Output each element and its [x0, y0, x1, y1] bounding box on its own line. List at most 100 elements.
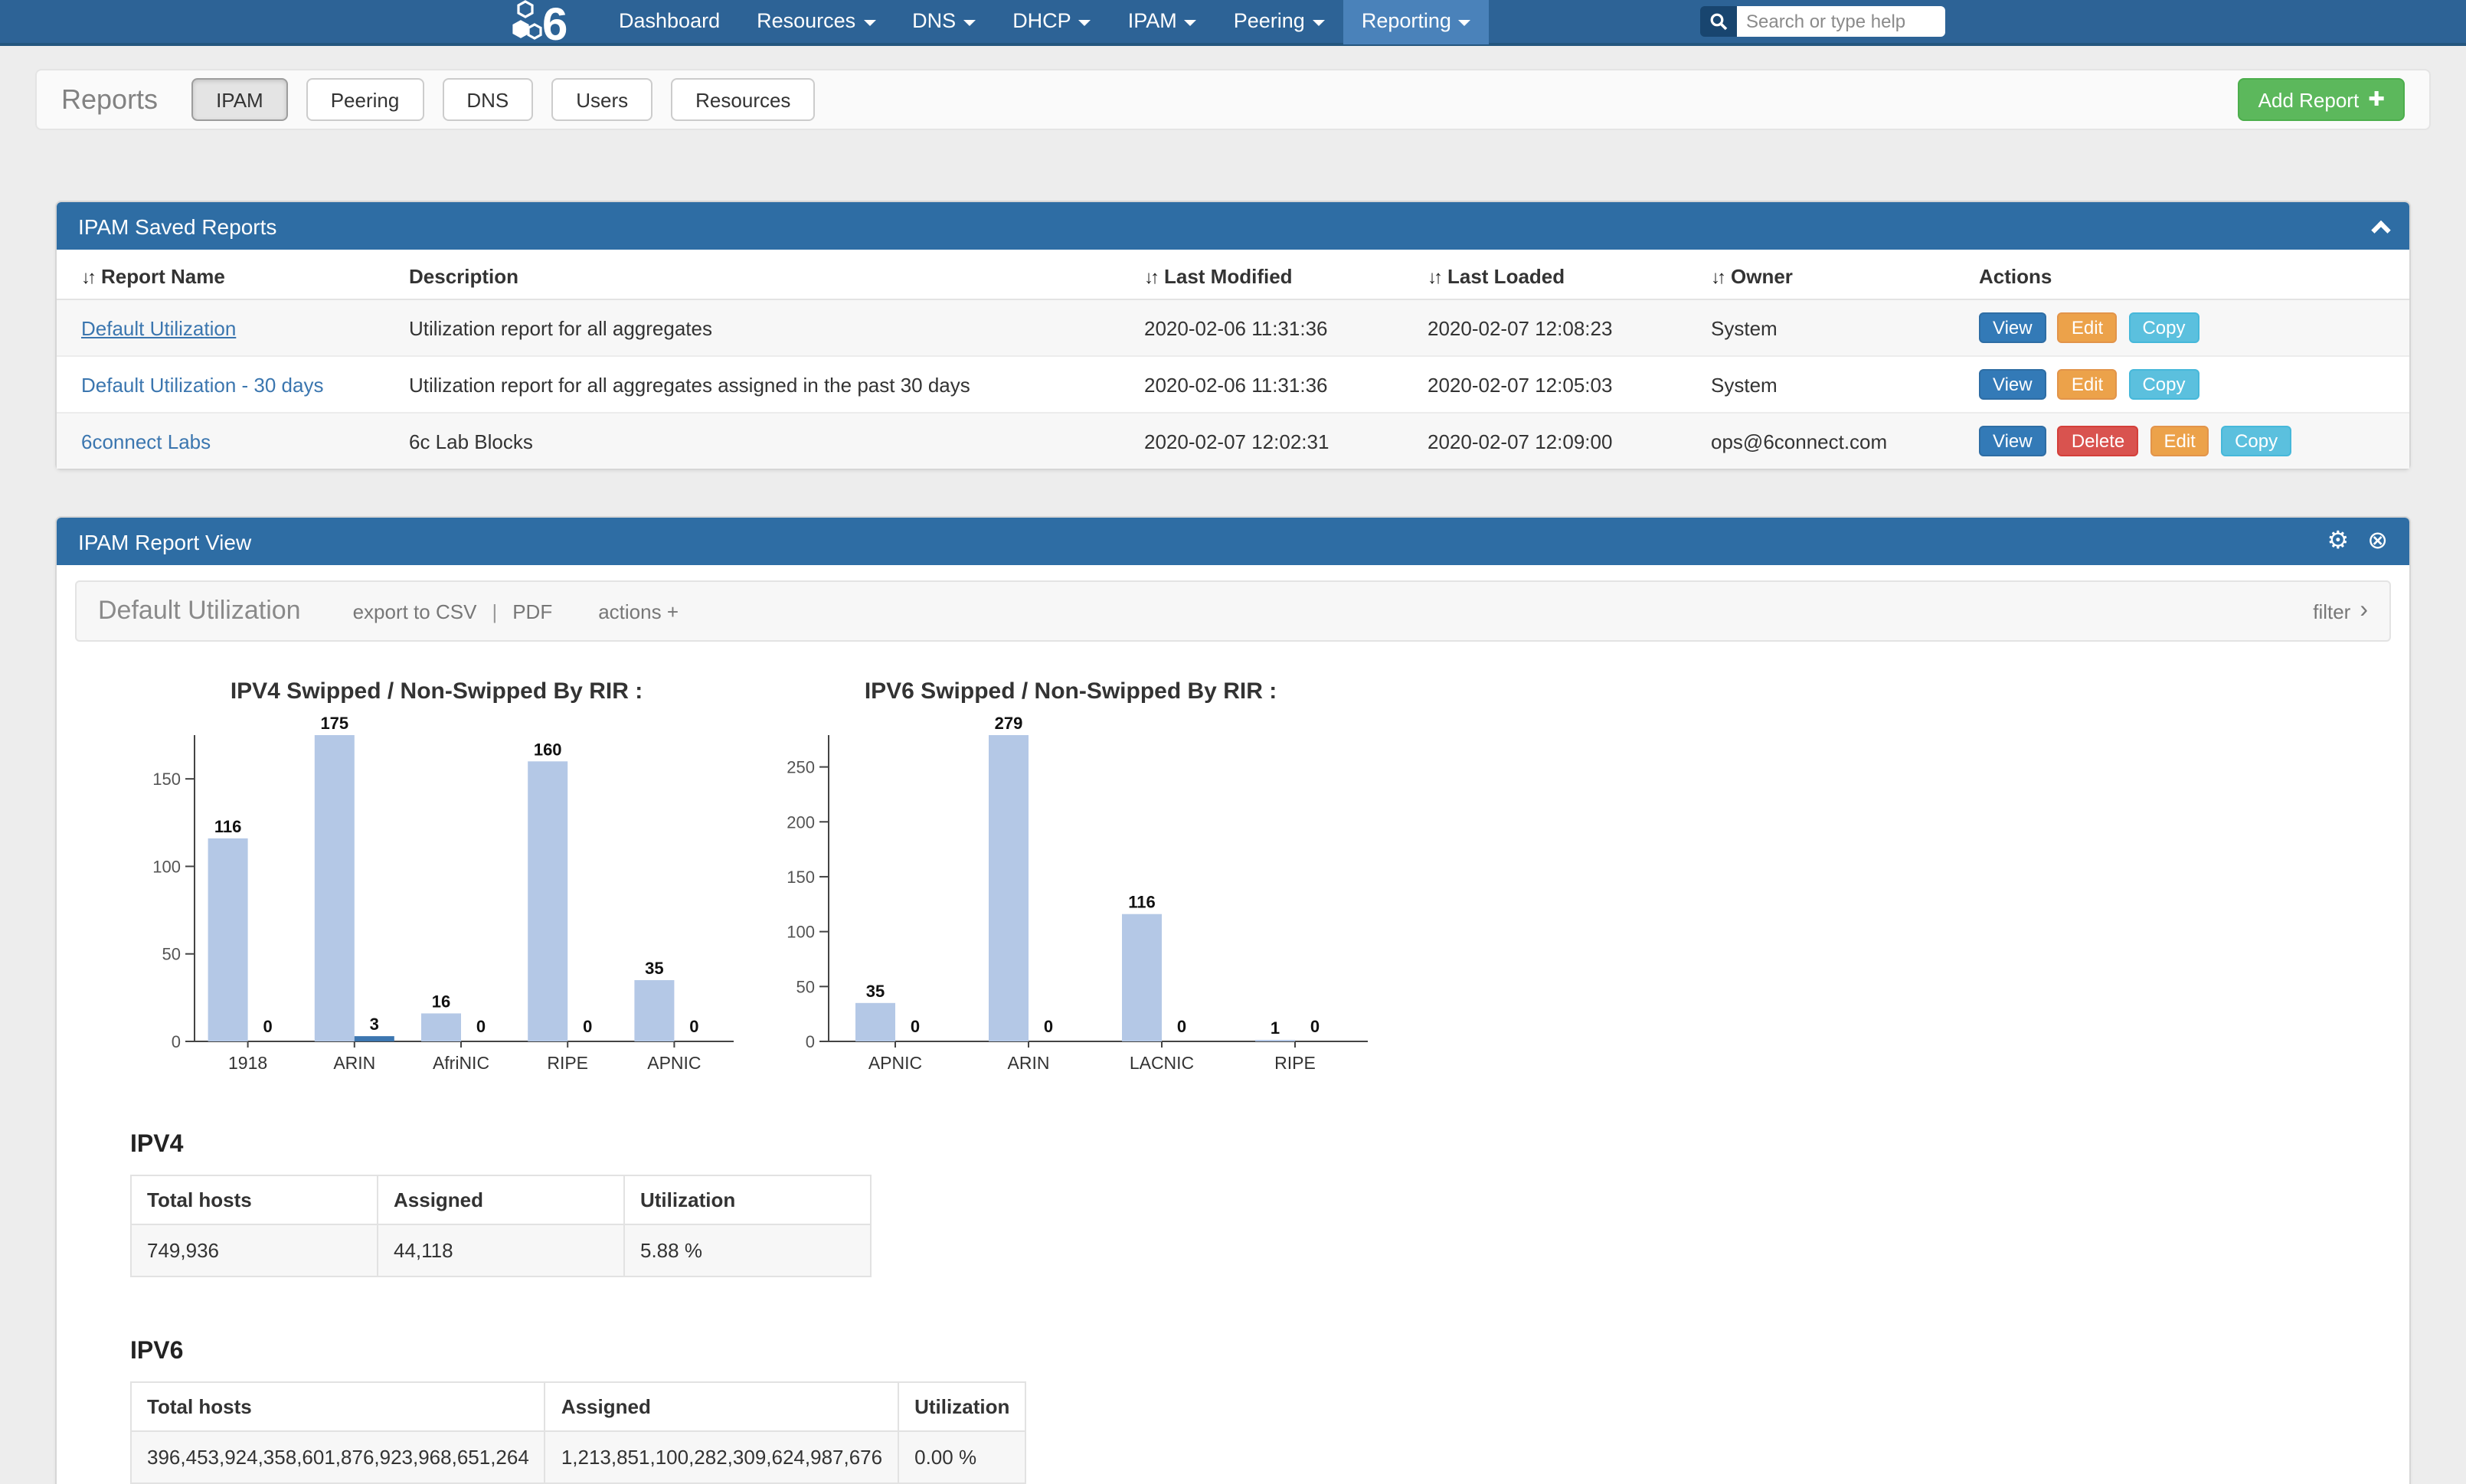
copy-button[interactable]: Copy [2128, 369, 2199, 400]
nav-item-dns[interactable]: DNS [894, 0, 994, 44]
nav-item-dashboard[interactable]: Dashboard [600, 0, 738, 44]
panel-title: IPAM Saved Reports [78, 214, 277, 238]
svg-text:0: 0 [689, 1017, 698, 1036]
filter-label: filter [2313, 600, 2351, 623]
table-row: 749,936 44,118 5.88 % [130, 1224, 872, 1277]
owner: System [1711, 373, 1778, 396]
svg-text:0: 0 [911, 1017, 920, 1036]
nav-item-resources[interactable]: Resources [738, 0, 894, 44]
ipv6-chart: IPV6 Swipped / Non-Swipped By RIR : 0 50 1… [764, 678, 1377, 1104]
svg-text:116: 116 [1128, 893, 1156, 912]
owner: System [1711, 316, 1778, 339]
filter-toggle[interactable]: filter › [2313, 597, 2368, 623]
svg-text:250: 250 [787, 758, 815, 777]
gear-icon[interactable]: ⚙ [2327, 528, 2350, 554]
ipv4-stats-table: Total hosts Assigned Utilization 749,936… [130, 1175, 872, 1277]
ipv4-col-total-hosts: Total hosts [130, 1175, 378, 1225]
nav-item-peering[interactable]: Peering [1215, 0, 1343, 44]
chevron-down-icon [1184, 19, 1197, 25]
saved-reports-table: ↓↑ Report Name Description ↓↑ Last Modifie… [57, 250, 2409, 469]
chevron-down-icon [1312, 19, 1325, 25]
search-icon[interactable] [1700, 6, 1737, 37]
view-button[interactable]: View [1979, 426, 2046, 456]
tab-users[interactable]: Users [551, 78, 653, 121]
chevron-right-icon: › [2360, 597, 2368, 623]
add-report-label: Add Report [2258, 88, 2360, 111]
sort-icon: ↓↑ [1428, 266, 1443, 288]
svg-text:0: 0 [263, 1017, 272, 1036]
nav-item-dhcp[interactable]: DHCP [994, 0, 1110, 44]
tab-ipam[interactable]: IPAM [191, 78, 288, 121]
nav-item-ipam[interactable]: IPAM [1110, 0, 1215, 44]
view-button[interactable]: View [1979, 369, 2046, 400]
column-header-report-name[interactable]: ↓↑ Report Name [57, 250, 394, 300]
edit-button[interactable]: Edit [2150, 426, 2209, 456]
last-modified: 2020-02-06 11:31:36 [1144, 316, 1328, 339]
nav-item-label: DNS [912, 9, 957, 32]
last-loaded: 2020-02-07 12:09:00 [1428, 430, 1613, 453]
svg-text:0: 0 [1177, 1017, 1186, 1036]
global-search [1700, 6, 1945, 37]
ipv6-total-hosts: 396,453,924,358,601,876,923,968,651,264 [129, 1430, 546, 1484]
close-circle-icon[interactable]: ⊗ [2367, 528, 2388, 554]
ipv6-assigned: 1,213,851,100,282,309,624,987,676 [544, 1430, 900, 1484]
collapse-chevron-up-icon[interactable] [2371, 220, 2391, 240]
sort-icon: ↓↑ [81, 266, 96, 288]
copy-button[interactable]: Copy [2128, 312, 2199, 343]
column-header-last-modified[interactable]: ↓↑ Last Modified [1129, 250, 1412, 300]
nav-item-label: Dashboard [619, 9, 721, 32]
nav-item-label: DHCP [1012, 9, 1071, 32]
svg-text:150: 150 [787, 868, 815, 887]
nav-item-reporting[interactable]: Reporting [1343, 0, 1490, 44]
ipv6-utilization: 0.00 % [898, 1430, 1027, 1484]
column-header-description: Description [394, 250, 1129, 300]
svg-text:ARIN: ARIN [1008, 1053, 1050, 1073]
svg-text:35: 35 [645, 959, 663, 978]
chevron-down-icon [863, 19, 876, 25]
svg-text:APNIC: APNIC [647, 1053, 701, 1073]
copy-button[interactable]: Copy [2221, 426, 2292, 456]
tab-resources[interactable]: Resources [671, 78, 816, 121]
column-header-last-loaded[interactable]: ↓↑ Last Loaded [1412, 250, 1696, 300]
nav-item-label: Reporting [1361, 9, 1451, 32]
plus-icon: ✚ [2368, 87, 2385, 110]
svg-text:0: 0 [1044, 1017, 1053, 1036]
nav-item-label: Resources [757, 9, 856, 32]
sort-icon: ↓↑ [1144, 266, 1159, 288]
report-link[interactable]: Default Utilization - 30 days [81, 373, 324, 396]
svg-text:200: 200 [787, 812, 815, 832]
svg-text:RIPE: RIPE [1274, 1053, 1316, 1073]
search-input[interactable] [1737, 6, 1945, 37]
report-description: Utilization report for all aggregates as… [409, 373, 970, 396]
last-modified: 2020-02-07 12:02:31 [1144, 430, 1329, 453]
ipv6-chart-title: IPV6 Swipped / Non-Swipped By RIR : [864, 678, 1277, 704]
table-row: Default Utilization Utilization report f… [57, 299, 2409, 356]
svg-text:116: 116 [214, 817, 242, 836]
svg-text:0: 0 [1310, 1017, 1320, 1036]
add-report-button[interactable]: Add Report ✚ [2238, 78, 2405, 121]
view-button[interactable]: View [1979, 312, 2046, 343]
column-header-owner[interactable]: ↓↑ Owner [1696, 250, 1964, 300]
svg-text:50: 50 [162, 945, 181, 964]
report-link[interactable]: 6connect Labs [81, 430, 211, 453]
edit-button[interactable]: Edit [2057, 369, 2118, 400]
tab-dns[interactable]: DNS [442, 78, 534, 121]
tab-peering[interactable]: Peering [306, 78, 424, 121]
svg-text:279: 279 [995, 714, 1023, 733]
delete-button[interactable]: Delete [2057, 426, 2139, 456]
actions-menu-link[interactable]: actions + [598, 600, 679, 623]
report-link[interactable]: Default Utilization [81, 316, 237, 339]
report-description: 6c Lab Blocks [409, 430, 533, 453]
export-pdf-link[interactable]: PDF [512, 600, 553, 623]
svg-text:3: 3 [370, 1015, 379, 1034]
ipv4-total-hosts: 749,936 [130, 1224, 378, 1277]
brand-logo[interactable]: 6 [509, 0, 579, 44]
svg-text:ARIN: ARIN [333, 1053, 375, 1073]
export-csv-link[interactable]: export to CSV [352, 600, 477, 623]
report-toolbar: Default Utilization export to CSV | PDF … [75, 580, 2391, 642]
separator: | [492, 600, 498, 623]
svg-text:50: 50 [796, 977, 815, 996]
nav-item-label: Peering [1233, 9, 1305, 32]
edit-button[interactable]: Edit [2057, 312, 2118, 343]
